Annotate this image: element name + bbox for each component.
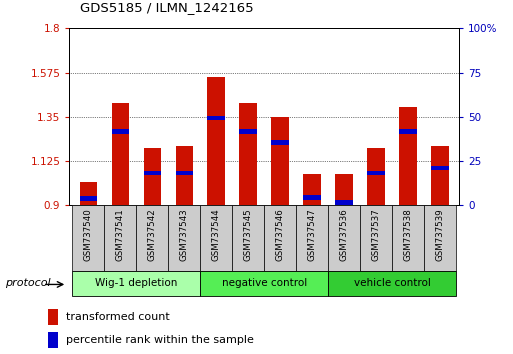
Bar bbox=[271, 140, 289, 144]
FancyBboxPatch shape bbox=[264, 205, 296, 271]
Text: GSM737543: GSM737543 bbox=[180, 209, 189, 261]
FancyBboxPatch shape bbox=[72, 271, 200, 296]
Text: GSM737539: GSM737539 bbox=[436, 209, 444, 261]
Bar bbox=[431, 146, 449, 205]
Text: protocol: protocol bbox=[5, 278, 51, 288]
Bar bbox=[336, 174, 353, 205]
Text: transformed count: transformed count bbox=[67, 312, 170, 322]
FancyBboxPatch shape bbox=[232, 205, 264, 271]
FancyBboxPatch shape bbox=[105, 205, 136, 271]
FancyBboxPatch shape bbox=[328, 271, 456, 296]
Text: GDS5185 / ILMN_1242165: GDS5185 / ILMN_1242165 bbox=[80, 1, 253, 14]
Bar bbox=[240, 130, 257, 134]
FancyBboxPatch shape bbox=[392, 205, 424, 271]
Bar bbox=[431, 166, 449, 170]
Bar bbox=[240, 103, 257, 205]
Text: GSM737537: GSM737537 bbox=[371, 209, 381, 261]
Bar bbox=[144, 148, 161, 205]
Bar bbox=[303, 195, 321, 200]
Text: GSM737542: GSM737542 bbox=[148, 209, 157, 261]
Bar bbox=[80, 196, 97, 201]
Bar bbox=[80, 182, 97, 205]
Bar bbox=[207, 78, 225, 205]
FancyBboxPatch shape bbox=[424, 205, 456, 271]
Text: GSM737540: GSM737540 bbox=[84, 209, 93, 261]
Text: GSM737536: GSM737536 bbox=[340, 209, 349, 261]
Text: GSM737546: GSM737546 bbox=[275, 209, 285, 261]
Text: GSM737538: GSM737538 bbox=[404, 209, 412, 261]
FancyBboxPatch shape bbox=[200, 205, 232, 271]
Bar bbox=[271, 117, 289, 205]
Text: GSM737541: GSM737541 bbox=[116, 209, 125, 261]
Bar bbox=[112, 130, 129, 134]
FancyBboxPatch shape bbox=[296, 205, 328, 271]
Text: GSM737545: GSM737545 bbox=[244, 209, 253, 261]
Bar bbox=[207, 116, 225, 120]
Text: GSM737544: GSM737544 bbox=[212, 209, 221, 261]
Bar bbox=[175, 171, 193, 175]
Bar bbox=[303, 174, 321, 205]
Text: Wig-1 depletion: Wig-1 depletion bbox=[95, 278, 177, 288]
Text: vehicle control: vehicle control bbox=[353, 278, 430, 288]
Bar bbox=[367, 171, 385, 175]
Bar bbox=[48, 332, 58, 348]
Bar bbox=[112, 103, 129, 205]
Bar bbox=[336, 200, 353, 205]
FancyBboxPatch shape bbox=[168, 205, 200, 271]
Text: negative control: negative control bbox=[222, 278, 307, 288]
Bar bbox=[399, 130, 417, 134]
FancyBboxPatch shape bbox=[136, 205, 168, 271]
Text: GSM737547: GSM737547 bbox=[308, 209, 317, 261]
Bar bbox=[367, 148, 385, 205]
FancyBboxPatch shape bbox=[360, 205, 392, 271]
Bar bbox=[175, 146, 193, 205]
Bar bbox=[399, 107, 417, 205]
Text: percentile rank within the sample: percentile rank within the sample bbox=[67, 335, 254, 346]
Bar bbox=[144, 171, 161, 175]
FancyBboxPatch shape bbox=[328, 205, 360, 271]
Bar bbox=[48, 309, 58, 325]
FancyBboxPatch shape bbox=[200, 271, 328, 296]
FancyBboxPatch shape bbox=[72, 205, 105, 271]
